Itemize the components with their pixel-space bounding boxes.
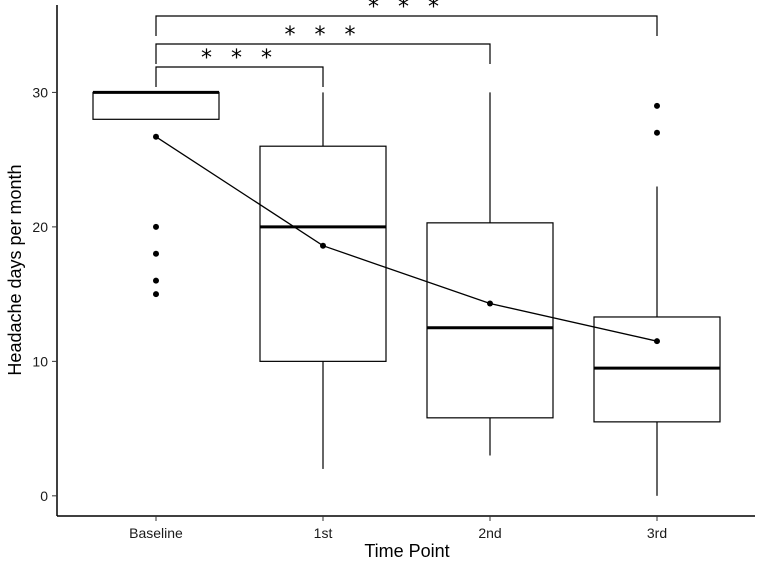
significance-bracket [155,66,324,87]
outlier-point [153,277,159,284]
outlier-point [654,129,660,136]
mean-point [320,242,326,249]
box-group [593,102,721,496]
x-tick-label: 1st [314,525,333,541]
box-group [92,90,220,298]
outlier-point [153,223,159,230]
outlier-point [153,291,159,298]
y-tick-label: 10 [32,353,48,369]
mean-point [153,133,159,140]
significance-bracket [155,43,491,64]
y-axis-title: Headache days per month [5,164,25,375]
box-iqr [92,91,220,120]
mean-point [487,300,493,307]
significance-label: * * * [285,23,362,48]
x-axis-title: Time Point [364,541,449,561]
outlier-point [654,102,660,109]
box-iqr [426,222,554,419]
significance-bracket [155,15,658,36]
box-group [426,92,554,456]
tick-labels: 0 10 20 30 Baseline 1st 2nd 3rd [32,84,667,541]
outlier-point [153,250,159,257]
x-tick-label: 2nd [478,525,501,541]
significance-label: * * * [201,46,278,71]
x-tick-label: 3rd [647,525,667,541]
significance-label: * * * [368,0,445,20]
x-tick-label: Baseline [129,525,183,541]
y-tick-label: 20 [32,219,48,235]
y-tick-label: 30 [32,84,48,100]
box-group [259,92,387,469]
y-tick-label: 0 [40,488,48,504]
box-iqr [259,145,387,362]
mean-line [155,136,658,342]
plot-area: * * * * * * * * * [92,0,721,496]
axes [56,5,755,517]
mean-point [654,338,660,345]
